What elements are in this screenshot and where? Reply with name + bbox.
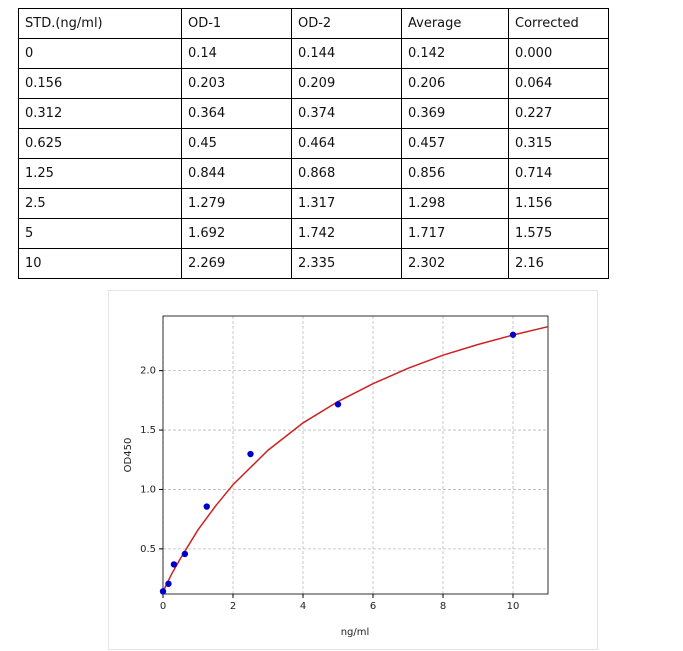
fit-curve xyxy=(162,325,549,592)
x-tick-label: 8 xyxy=(440,601,446,612)
table-cell: 0.369 xyxy=(401,98,509,129)
table-cell: 2.16 xyxy=(508,248,609,279)
table-cell: 1.717 xyxy=(401,218,509,249)
table-cell: 0.625 xyxy=(18,128,182,159)
table-cell: STD.(ng/ml) xyxy=(18,8,182,39)
table-cell: 0 xyxy=(18,38,182,69)
data-point xyxy=(165,580,172,587)
table-cell: 2.269 xyxy=(181,248,292,279)
data-table: STD.(ng/ml) OD-1 OD-2 Average Corrected 0 0.14… xyxy=(18,8,609,279)
y-tick-label: 1.5 xyxy=(140,425,156,436)
table-cell: 0.315 xyxy=(508,128,609,159)
data-point xyxy=(159,588,167,595)
x-axis-label: ng/ml xyxy=(341,627,370,638)
table-cell: 0.457 xyxy=(401,128,509,159)
data-point xyxy=(203,503,210,510)
table-cell: 0.364 xyxy=(181,98,292,129)
table-cell: 0.856 xyxy=(401,158,509,189)
table-cell: 1.298 xyxy=(401,188,509,219)
plot-frame xyxy=(162,315,549,595)
table-cell: 1.156 xyxy=(508,188,609,219)
table-row: 0 0.14 0.144 0.142 0.000 xyxy=(18,38,609,69)
table-cell: 0.374 xyxy=(291,98,402,129)
figure-frame xyxy=(108,290,598,650)
x-tick-label: 10 xyxy=(507,601,520,612)
table-cell: 0.868 xyxy=(291,158,402,189)
table-cell: 0.45 xyxy=(181,128,292,159)
table-cell: 0.156 xyxy=(18,68,182,99)
table-cell: Average xyxy=(401,8,509,39)
table-cell: 0.714 xyxy=(508,158,609,189)
table-cell: 2.302 xyxy=(401,248,509,279)
table-cell: 0.464 xyxy=(291,128,402,159)
table-cell: 0.14 xyxy=(181,38,292,69)
x-tick-label: 6 xyxy=(370,601,376,612)
y-axis-label: OD450 xyxy=(123,438,134,473)
table-cell: 0.227 xyxy=(508,98,609,129)
y-tick-label: 2.0 xyxy=(140,366,156,377)
table-cell: 0.209 xyxy=(291,68,402,99)
data-point xyxy=(509,331,517,338)
data-point xyxy=(170,561,178,568)
x-tick-label: 2 xyxy=(230,601,236,612)
table-cell: 1.692 xyxy=(181,218,292,249)
table-row: 0.156 0.203 0.209 0.206 0.064 xyxy=(18,68,609,99)
y-tick-label: 1.0 xyxy=(140,484,156,495)
table-cell: 1.25 xyxy=(18,158,182,189)
table-cell: 0.142 xyxy=(401,38,509,69)
table-cell: 0.206 xyxy=(401,68,509,99)
table-cell: 2.5 xyxy=(18,188,182,219)
x-tick-label: 0 xyxy=(160,601,166,612)
x-tick-label: 4 xyxy=(300,601,306,612)
table-row: 2.5 1.279 1.317 1.298 1.156 xyxy=(18,188,609,219)
table-row: 5 1.692 1.742 1.717 1.575 xyxy=(18,218,609,249)
table-row: 0.312 0.364 0.374 0.369 0.227 xyxy=(18,98,609,129)
table-body: STD.(ng/ml) OD-1 OD-2 Average Corrected 0 0.14… xyxy=(18,8,609,279)
y-tick-label: 0.5 xyxy=(140,544,156,555)
data-point xyxy=(181,550,189,558)
table-cell: 1.575 xyxy=(508,218,609,249)
table-cell: 10 xyxy=(18,248,182,279)
table-cell: OD-1 xyxy=(181,8,292,39)
chart: ng/ml OD450 0 2 4 6 8 10 0.5 1.0 1.5 2.0 xyxy=(108,290,598,650)
table-cell: 0.064 xyxy=(508,68,609,99)
data-point xyxy=(334,401,342,408)
table-cell: 0.844 xyxy=(181,158,292,189)
table-row: 0.625 0.45 0.464 0.457 0.315 xyxy=(18,128,609,159)
table-row: 1.25 0.844 0.868 0.856 0.714 xyxy=(18,158,609,189)
table-cell: OD-2 xyxy=(291,8,402,39)
table-row: 10 2.269 2.335 2.302 2.16 xyxy=(18,248,609,279)
table-row: STD.(ng/ml) OD-1 OD-2 Average Corrected xyxy=(18,8,609,39)
table-cell: 5 xyxy=(18,218,182,249)
table-cell: 1.742 xyxy=(291,218,402,249)
table-cell: 0.000 xyxy=(508,38,609,69)
table-cell: 1.317 xyxy=(291,188,402,219)
table-cell: 1.279 xyxy=(181,188,292,219)
table-cell: 0.144 xyxy=(291,38,402,69)
table-cell: 0.312 xyxy=(18,98,182,129)
table-cell: 2.335 xyxy=(291,248,402,279)
table-cell: 0.203 xyxy=(181,68,292,99)
data-point xyxy=(247,450,254,458)
table-cell: Corrected xyxy=(508,8,609,39)
